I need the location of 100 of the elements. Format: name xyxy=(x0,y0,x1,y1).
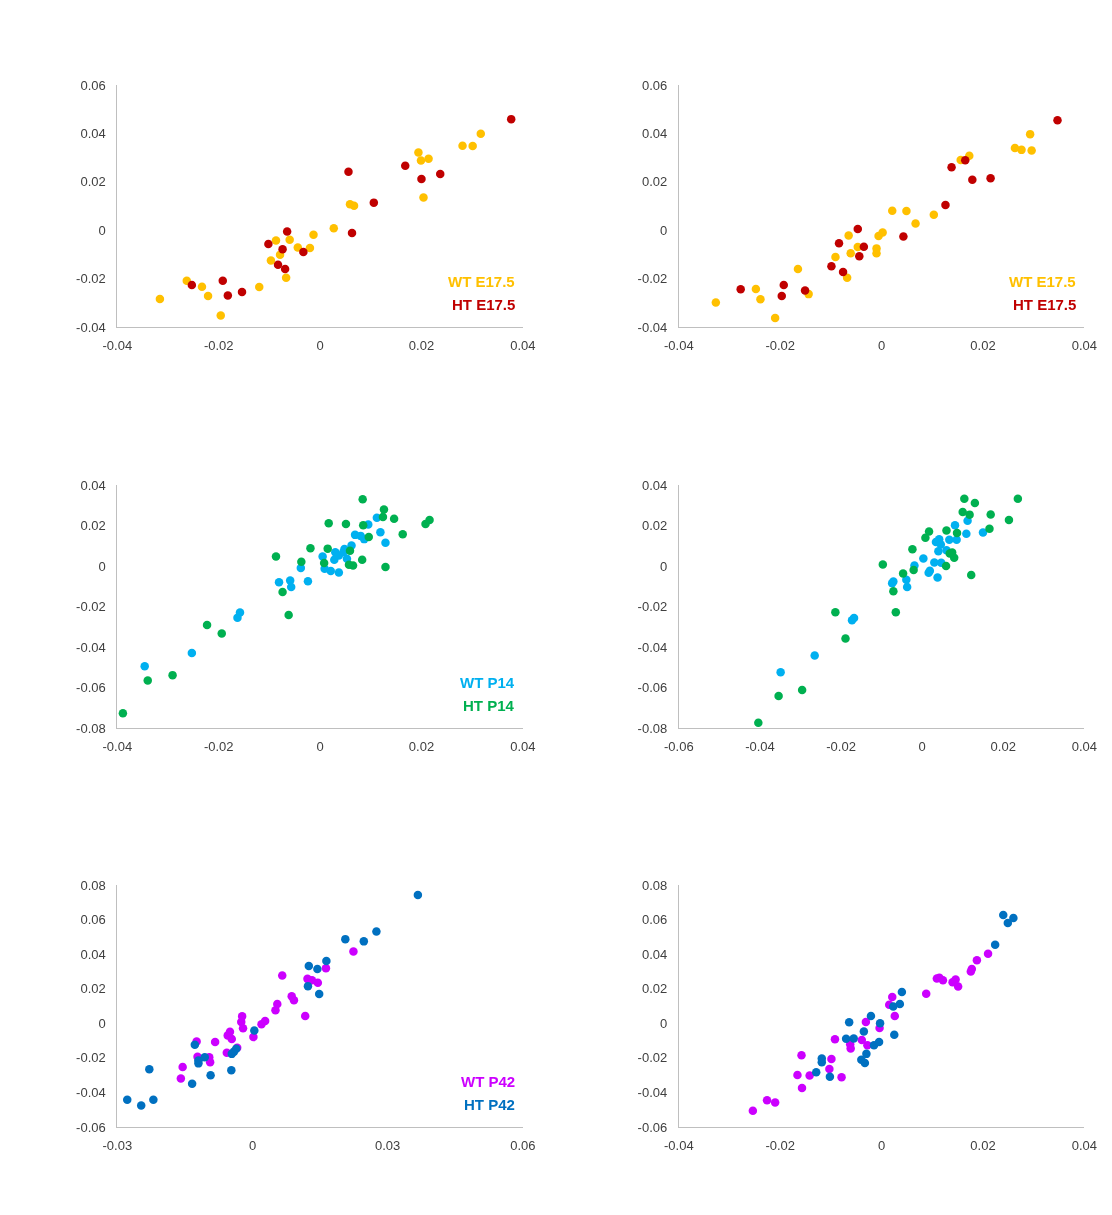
x-tick-label: 0.04 xyxy=(1071,337,1098,353)
x-tick-label: 0.02 xyxy=(970,337,996,353)
x-tick-label: 0.02 xyxy=(408,337,435,353)
x-tick-label: -0.03 xyxy=(102,1137,133,1153)
point xyxy=(358,521,368,530)
y-tick-label: -0.02 xyxy=(76,271,106,287)
x-tick-label: -0.02 xyxy=(765,1137,796,1153)
point xyxy=(334,568,344,577)
point xyxy=(1013,494,1023,503)
point xyxy=(945,535,954,544)
point xyxy=(313,964,322,974)
point xyxy=(986,510,995,519)
point xyxy=(837,1072,846,1082)
y-tick-label: -0.02 xyxy=(76,599,106,615)
point xyxy=(793,264,803,274)
point xyxy=(890,1011,900,1021)
point xyxy=(178,1062,187,1072)
point xyxy=(235,608,245,617)
text: HT P42 xyxy=(464,1096,515,1113)
y-tick-label: 0.04 xyxy=(641,477,668,493)
point xyxy=(878,560,888,569)
point xyxy=(800,286,810,295)
y-tick-label: 0.06 xyxy=(80,77,106,93)
point xyxy=(379,505,389,514)
point xyxy=(958,507,967,517)
point xyxy=(202,620,212,630)
point xyxy=(899,232,908,241)
point xyxy=(237,287,247,297)
y-tick-label: -0.04 xyxy=(637,639,668,655)
y-tick-label: -0.02 xyxy=(637,271,668,287)
point xyxy=(889,1002,898,1011)
y-tick-label: 0 xyxy=(660,558,668,574)
point xyxy=(506,114,516,124)
point xyxy=(1004,515,1014,525)
point xyxy=(859,242,869,251)
point xyxy=(280,264,290,274)
point xyxy=(299,247,308,257)
point xyxy=(349,201,359,211)
point xyxy=(909,565,918,575)
point xyxy=(364,532,374,542)
point xyxy=(217,629,226,638)
point xyxy=(286,582,296,592)
point xyxy=(841,1034,851,1043)
x-tick-label: 0.02 xyxy=(408,738,435,754)
point xyxy=(326,566,335,576)
point xyxy=(271,236,281,245)
x-tick-label: 0.04 xyxy=(510,337,536,353)
point xyxy=(842,273,852,282)
point xyxy=(155,294,165,304)
point xyxy=(345,546,355,556)
x-tick-label: 0.02 xyxy=(990,738,1016,754)
y-tick-label: 0.04 xyxy=(80,125,106,141)
point xyxy=(921,989,931,998)
point xyxy=(793,1070,802,1080)
point xyxy=(827,262,836,271)
point xyxy=(825,1064,834,1074)
point xyxy=(273,260,283,270)
y-tick-label: 0.02 xyxy=(641,518,668,534)
y-tick-label: -0.04 xyxy=(76,319,106,335)
point xyxy=(424,154,433,164)
point xyxy=(227,1066,236,1075)
point xyxy=(756,294,765,304)
point xyxy=(770,1098,780,1107)
y-tick-label: -0.06 xyxy=(76,680,106,696)
point xyxy=(797,685,807,695)
point xyxy=(950,520,960,530)
point xyxy=(414,148,423,157)
point xyxy=(961,156,970,165)
point xyxy=(218,276,228,286)
point xyxy=(834,239,844,248)
point xyxy=(970,498,980,508)
point xyxy=(861,1017,871,1027)
y-tick-label: 0.08 xyxy=(80,877,106,893)
point xyxy=(278,245,287,254)
point xyxy=(237,1012,247,1021)
point xyxy=(968,175,977,184)
point xyxy=(389,514,399,523)
point xyxy=(878,228,887,237)
point xyxy=(838,267,848,277)
point xyxy=(777,291,786,301)
point xyxy=(857,1035,867,1045)
point xyxy=(289,996,299,1005)
point xyxy=(754,718,763,727)
point xyxy=(1009,913,1018,923)
point xyxy=(711,298,721,307)
point xyxy=(274,577,284,587)
y-tick-label: 0 xyxy=(98,222,106,238)
x-tick-label: -0.02 xyxy=(203,337,234,353)
point xyxy=(329,224,339,233)
point xyxy=(293,243,303,252)
point xyxy=(168,670,177,680)
x-tick-label: 0.02 xyxy=(970,1137,996,1153)
point xyxy=(960,494,969,503)
y-tick-label: 0.04 xyxy=(80,946,106,962)
text: WT E17.5 xyxy=(448,273,515,290)
point xyxy=(947,163,956,172)
point xyxy=(313,978,323,988)
point xyxy=(860,1058,870,1068)
point xyxy=(322,956,331,966)
point xyxy=(941,561,951,571)
